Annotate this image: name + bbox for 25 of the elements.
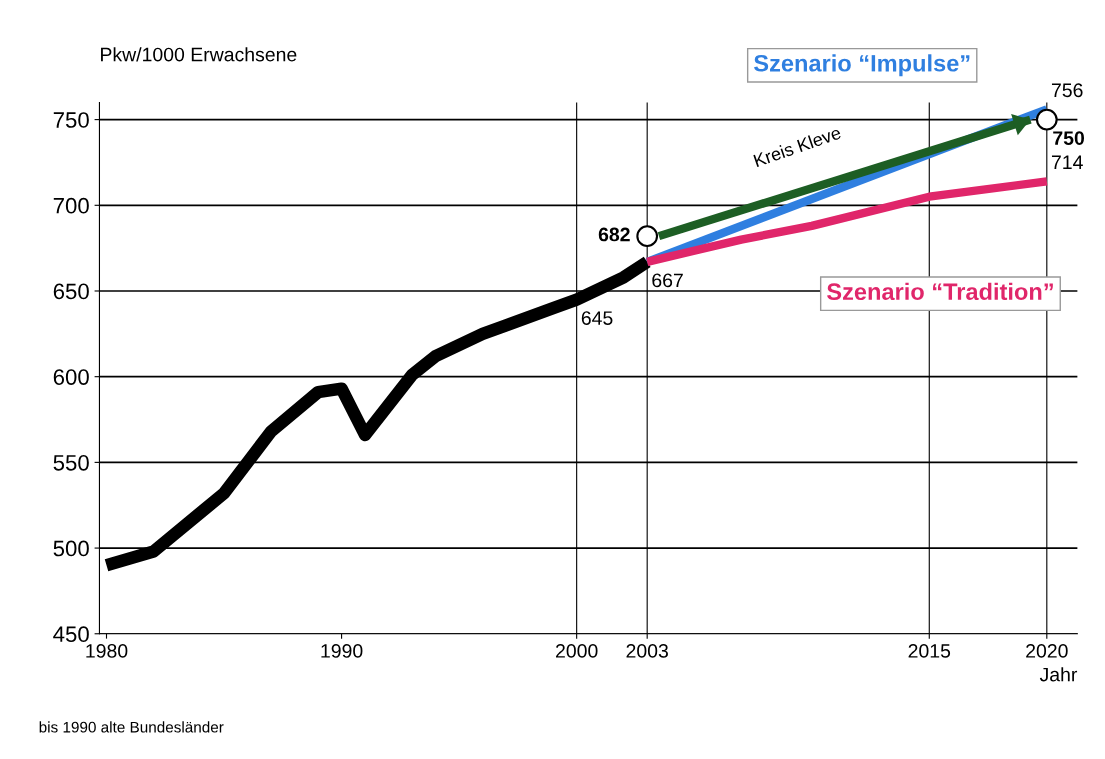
- x-tick-label: 2000: [556, 644, 598, 658]
- x-tick-label: 2020: [1026, 644, 1068, 658]
- annotation: 667: [652, 273, 683, 288]
- y-tick-label: 500: [53, 540, 89, 557]
- y-tick-label: 450: [53, 626, 89, 643]
- y-axis-title: Pkw/1000 Erwachsene: [101, 47, 297, 62]
- data-label: 750: [1053, 131, 1085, 145]
- text: bis 1990 alte Bundesländer: [39, 721, 224, 733]
- x-tick-label: 1980: [86, 644, 128, 658]
- y-tick-label: 600: [53, 369, 89, 385]
- x-tick-label: 2003: [626, 644, 668, 658]
- text: Szenario “Impulse”: [754, 54, 970, 77]
- x-axis-title: Jahr: [1039, 667, 1078, 682]
- data-label: 682: [598, 227, 630, 242]
- y-tick-label: 650: [53, 283, 89, 300]
- annotation: 645: [581, 311, 613, 325]
- x-tick-label: 1990: [321, 644, 363, 658]
- y-tick-label: 550: [53, 454, 89, 471]
- text: Kreis Kleve: [753, 125, 842, 168]
- annotation: 714: [1051, 155, 1083, 169]
- annotation: 756: [1051, 83, 1083, 98]
- y-tick-label: 750: [53, 112, 89, 128]
- x-tick-label: 2015: [908, 644, 951, 658]
- y-tick-label: 700: [53, 197, 89, 214]
- text: Szenario “Tradition”: [827, 282, 1053, 301]
